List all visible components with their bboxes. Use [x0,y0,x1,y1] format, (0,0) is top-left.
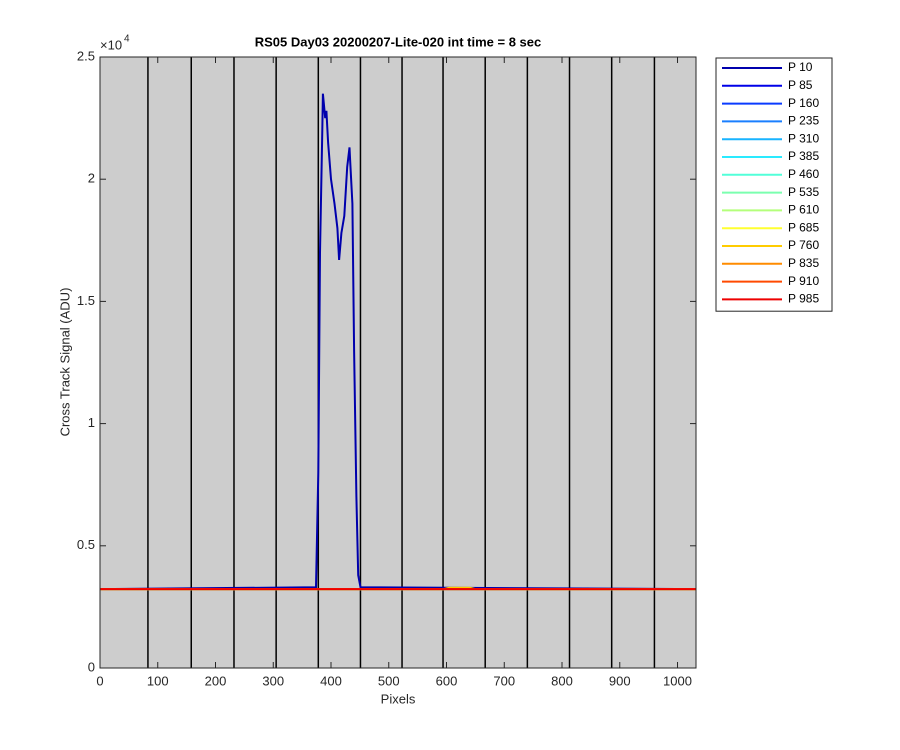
legend-label: P 235 [788,114,819,128]
legend-label: P 385 [788,149,819,163]
plot-background [100,57,696,668]
y-tick-label: 2.5 [77,48,95,63]
x-tick-label: 1000 [663,673,692,688]
y-tick-label: 1.5 [77,293,95,308]
legend-label: P 310 [788,131,819,145]
y-multiplier: ×10 [100,37,122,52]
x-tick-label: 900 [609,673,631,688]
y-tick-label: 0.5 [77,537,95,552]
x-tick-label: 400 [320,673,342,688]
legend-box [715,57,833,312]
legend-label: P 10 [788,60,813,74]
series-line [100,93,697,591]
x-axis-label: Pixels [381,691,416,706]
x-tick-label: 300 [262,673,284,688]
x-tick-label: 200 [205,673,227,688]
plot-frame [99,56,697,669]
legend-label: P 535 [788,185,819,199]
x-tick-label: 600 [436,673,458,688]
legend-label: P 460 [788,167,819,181]
chart-title: RS05 Day03 20200207-Lite-020 int time = … [255,34,542,49]
y-tick-label: 0 [88,659,95,674]
legend-label: P 685 [788,220,819,234]
x-tick-label: 100 [147,673,169,688]
legend-label: P 985 [788,292,819,306]
x-tick-label: 0 [96,673,103,688]
legend-label: P 610 [788,203,819,217]
y-axis-label: Cross Track Signal (ADU) [57,288,72,437]
legend-label: P 85 [788,78,813,92]
legend-label: P 835 [788,256,819,270]
x-tick-label: 700 [493,673,515,688]
y-tick-label: 1 [88,415,95,430]
x-tick-label: 500 [378,673,400,688]
legend-label: P 760 [788,238,819,252]
y-tick-label: 2 [88,171,95,186]
y-multiplier-exponent: 4 [124,34,130,45]
legend-label: P 160 [788,96,819,110]
x-tick-label: 800 [551,673,573,688]
legend-label: P 910 [788,274,819,288]
